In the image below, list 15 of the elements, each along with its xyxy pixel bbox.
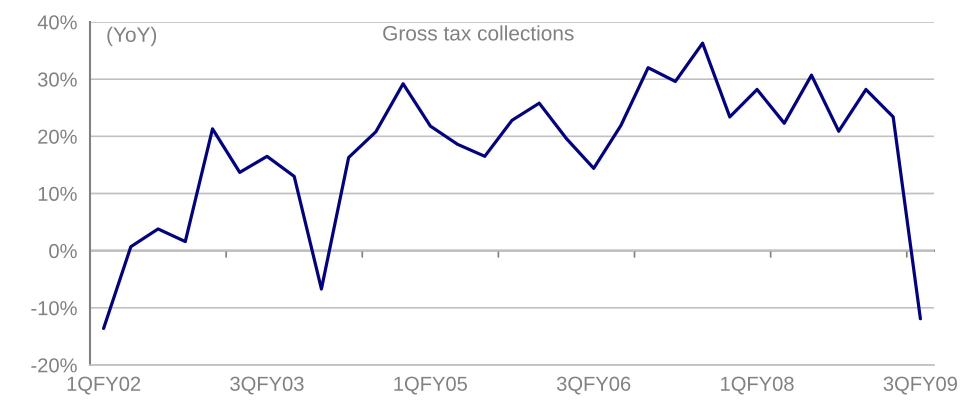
x-tick-label: 3QFY09 <box>884 376 957 395</box>
y-tick-label: 20% <box>38 130 77 144</box>
x-tick-label: 1QFY05 <box>394 376 467 395</box>
x-tick-label: 1QFY08 <box>721 376 794 395</box>
y-tick-label: 30% <box>38 72 77 87</box>
y-axis-title: (YoY) <box>107 26 156 46</box>
y-tick-label: -20% <box>31 358 77 372</box>
y-tick-label: 40% <box>38 15 77 30</box>
chart-title: Gross tax collections <box>383 25 574 41</box>
x-tick-label: 3QFY06 <box>556 376 630 395</box>
y-tick-label: 0% <box>49 244 77 258</box>
x-tick-label: 3QFY03 <box>230 376 304 395</box>
x-tick-label: 1QFY02 <box>68 376 140 395</box>
y-tick-label: -10% <box>31 301 77 316</box>
y-tick-label: 10% <box>38 186 77 201</box>
